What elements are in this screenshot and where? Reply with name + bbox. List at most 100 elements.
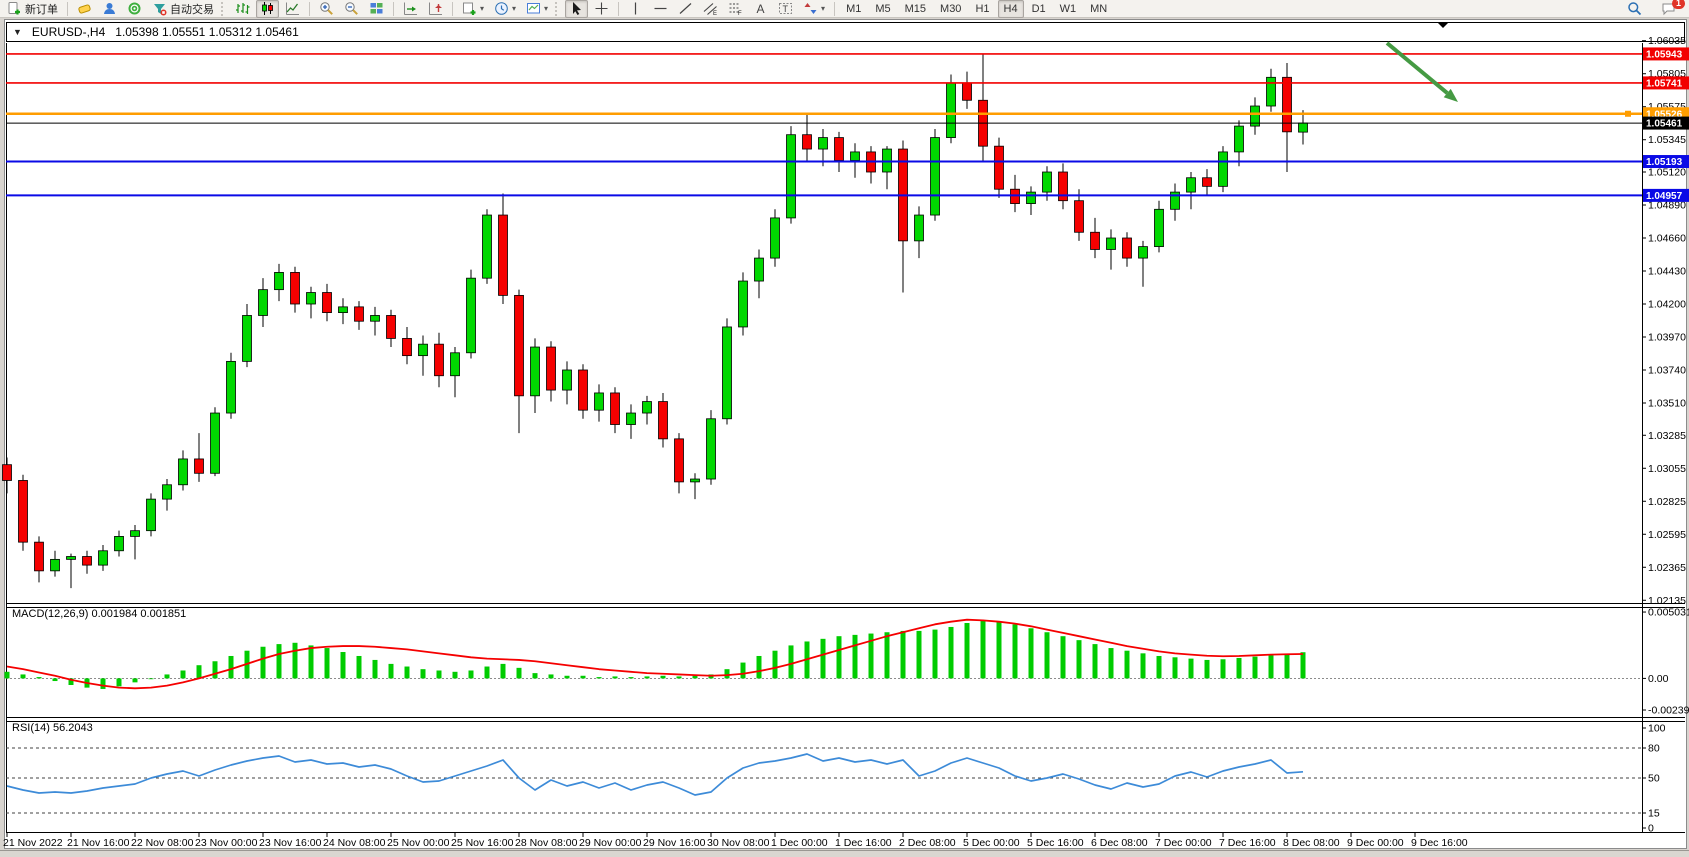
equidistant-channel-icon: E (703, 1, 718, 16)
dropdown-caret-icon: ▾ (544, 3, 549, 13)
toolbar-separator (309, 1, 310, 16)
candlestick-chart-button[interactable] (256, 0, 279, 18)
svg-text:A: A (757, 2, 765, 16)
vertical-line-icon (628, 1, 643, 16)
timeframe-group: M1 M5 M15 M30 H1 H4 D1 W1 MN (839, 0, 1114, 18)
periods-button[interactable]: ▾ (490, 0, 520, 18)
pane-divider[interactable] (6, 717, 1685, 722)
auto-trading-label: 自动交易 (170, 3, 214, 16)
data-window-button[interactable] (98, 0, 121, 18)
toolbar-separator (393, 1, 394, 16)
templates-button[interactable]: ▾ (522, 0, 552, 18)
text-icon: A (753, 1, 768, 16)
macd-indicator-pane[interactable] (6, 607, 1642, 717)
line-chart-button[interactable] (281, 0, 304, 18)
horizontal-line-button[interactable] (649, 0, 672, 18)
dropdown-caret-icon: ▾ (821, 3, 826, 13)
crosshair-icon (594, 1, 609, 16)
trend-line-icon (678, 1, 693, 16)
search-icon (1627, 1, 1642, 16)
toolbar-separator (452, 1, 453, 16)
macd-label: MACD(12,26,9) 0.001984 0.001851 (12, 608, 187, 620)
text-label-button[interactable]: T (774, 0, 797, 18)
timeframe-button-m1[interactable]: M1 (846, 3, 862, 15)
market-watch-button[interactable] (73, 0, 96, 18)
zoom-in-icon (319, 1, 334, 16)
auto-trading-icon (152, 1, 167, 16)
market-watch-icon (77, 1, 92, 16)
timeframe-button-h1[interactable]: H1 (975, 3, 990, 15)
new-order-icon (7, 1, 22, 16)
strategy-tester-icon (127, 1, 142, 16)
new-order-label: 新订单 (25, 3, 58, 16)
zoom-out-button[interactable] (340, 0, 363, 18)
search-button[interactable] (1623, 0, 1646, 18)
data-window-icon (102, 1, 117, 16)
clock-icon (494, 1, 509, 16)
text-label-icon: T (778, 1, 793, 16)
notification-badge: 1 (1671, 0, 1685, 9)
pane-border (6, 832, 1685, 833)
chart-symbol-title: EURUSD-,H4 (31, 25, 106, 39)
rsi-indicator-pane[interactable] (6, 721, 1642, 832)
fibonacci-icon: F (728, 1, 743, 16)
cursor-arrow-icon (569, 1, 584, 16)
tile-windows-button[interactable] (365, 0, 388, 18)
timeframe-button-d1[interactable]: D1 (1031, 3, 1046, 15)
toolbar-separator (618, 1, 620, 16)
zoom-in-button[interactable] (315, 0, 338, 18)
fibonacci-button[interactable]: F (724, 0, 747, 18)
auto-scroll-button[interactable] (399, 0, 422, 18)
arrows-button[interactable]: ▾ (799, 0, 829, 18)
chart-window (4, 19, 1687, 849)
text-button[interactable]: A (749, 0, 772, 18)
cursor-button[interactable] (565, 0, 589, 18)
vertical-line-button[interactable] (624, 0, 647, 18)
arrows-icon (803, 1, 818, 16)
templates-icon (526, 1, 541, 16)
timeframe-button-h4[interactable]: H4 (997, 0, 1024, 18)
toolbar-separator (834, 1, 836, 16)
svg-text:F: F (738, 11, 742, 16)
horizontal-line-icon (653, 1, 668, 16)
main-toolbar: 新订单 自动交易 (0, 0, 1689, 18)
tile-windows-icon (369, 1, 384, 16)
plot-left-border (6, 43, 7, 833)
new-order-button[interactable]: 新订单 (3, 0, 62, 18)
chart-shift-button[interactable] (424, 0, 447, 18)
strategy-tester-button[interactable] (123, 0, 146, 18)
chart-ohlc-values: 1.05398 1.05551 1.05312 1.05461 (115, 25, 299, 39)
timeframe-button-m5[interactable]: M5 (875, 3, 891, 15)
chart-shift-icon (428, 1, 443, 16)
add-indicator-button[interactable]: ▾ (458, 0, 488, 18)
toolbar-grip (221, 1, 226, 16)
svg-text:T: T (783, 4, 789, 14)
price-chart-pane[interactable] (6, 43, 1642, 604)
timeframe-button-w1[interactable]: W1 (1059, 3, 1077, 15)
chat-button[interactable]: 1 (1657, 0, 1685, 18)
bar-chart-icon (235, 1, 250, 16)
equidistant-channel-button[interactable]: E (699, 0, 722, 18)
line-chart-icon (285, 1, 300, 16)
timeframe-button-m15[interactable]: M15 (904, 3, 927, 15)
zoom-out-icon (344, 1, 359, 16)
rsi-label: RSI(14) 56.2043 (12, 722, 93, 734)
status-bar (0, 850, 1689, 857)
collapse-arrow-icon[interactable]: ▼ (13, 27, 22, 37)
add-indicator-icon (462, 1, 477, 16)
dropdown-caret-icon: ▾ (480, 3, 485, 13)
dropdown-caret-icon: ▾ (512, 3, 517, 13)
auto-trading-button[interactable]: 自动交易 (148, 0, 218, 18)
price-axis[interactable] (1642, 43, 1643, 833)
chart-title-bar[interactable]: ▼ EURUSD-,H4 1.05398 1.05551 1.05312 1.0… (6, 22, 1685, 42)
trend-line-button[interactable] (674, 0, 697, 18)
candlestick-chart-icon (260, 1, 275, 16)
timeframe-button-m30[interactable]: M30 (940, 3, 962, 15)
pane-divider[interactable] (6, 603, 1685, 608)
timeframe-button-mn[interactable]: MN (1090, 3, 1108, 15)
toolbar-grip (555, 1, 560, 16)
crosshair-button[interactable] (590, 0, 613, 18)
toolbar-separator (67, 1, 68, 16)
svg-text:E: E (713, 11, 717, 16)
bar-chart-button[interactable] (231, 0, 254, 18)
